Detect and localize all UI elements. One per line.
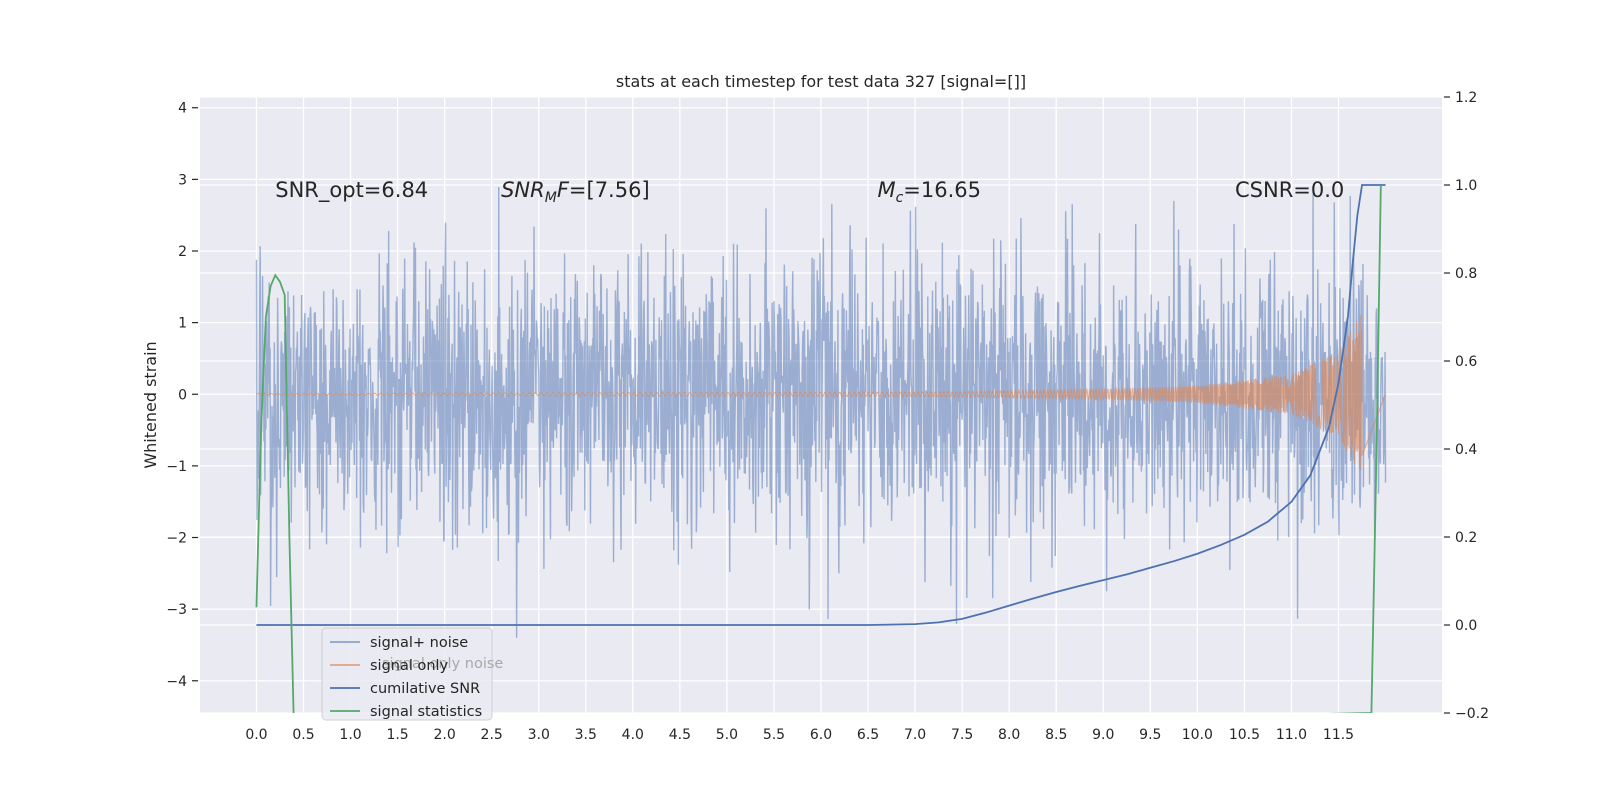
x-axis-ticks: 0.0 0.5 1.0 1.5 2.0 2.5 3.0 3.5 4.0 4.5 5.0 5.5 6.0 6…: [245, 727, 1354, 743]
y2-axis-ticks: 1.2 1.0 0.8 0.6 0.4 0.2 0.0 −0.2: [1444, 90, 1489, 722]
annotation-text: Mc=16.65: [877, 178, 981, 206]
legend-box: [321, 627, 493, 721]
signal-noise-line: [255, 187, 1387, 638]
x-tick-label: 8.5: [1045, 727, 1067, 743]
x-tick-label: 5.0: [716, 727, 738, 743]
signal-statistics-line: [255, 184, 1382, 713]
x-tick-label: 10.0: [1182, 727, 1213, 743]
series-signal-only: [256, 314, 1387, 470]
x-tick-label: 9.5: [1139, 727, 1161, 743]
y-tick-label: −2: [166, 531, 187, 547]
x-tick-label: 3.0: [528, 727, 550, 743]
series-signal-noise: [255, 187, 1387, 638]
annotation-subscript: M: [545, 190, 557, 206]
annotation-text: SNR_opt=6.84: [275, 178, 428, 203]
signal-only-line: [256, 314, 1387, 470]
x-tick-label: 6.0: [810, 727, 832, 743]
series-signal-statistics: [255, 184, 1382, 713]
chart-title: stats at each timestep for test data 327…: [616, 72, 1026, 91]
y-tick-label: 4: [178, 101, 187, 117]
x-tick-label: 9.0: [1092, 727, 1114, 743]
y-tick-label: −3: [166, 602, 187, 618]
y2-tick-label: 0.2: [1455, 530, 1477, 546]
y-axis-ticks: 4 3 2 1 0 −1 −2 −3 −4: [166, 101, 198, 690]
y-tick-label: 3: [178, 172, 187, 188]
x-tick-label: 2.0: [434, 727, 456, 743]
legend-label: signal statistics: [370, 704, 482, 720]
annotation-italic-f: F: [557, 178, 570, 202]
x-tick-label: 7.5: [951, 727, 973, 743]
y-tick-label: −4: [166, 674, 187, 690]
legend-label: signal+ noise: [370, 635, 468, 651]
annotations: SNR_opt=6.84 SNRMF=[7.56] Mc=16.65 CSNR=0.0: [275, 178, 1344, 206]
annotation-value: =[7.56]: [569, 178, 650, 202]
x-tick-label: 4.0: [622, 727, 644, 743]
y2-tick-label: 1.0: [1455, 178, 1477, 194]
annotation-text: SNRMF=[7.56]: [501, 178, 650, 206]
legend-ghost-text: signal only noise: [382, 656, 503, 672]
annotation-subscript: c: [896, 190, 904, 206]
x-tick-label: 1.0: [339, 727, 361, 743]
x-tick-label: 3.5: [575, 727, 597, 743]
annotation-base: M: [877, 178, 895, 202]
cumulative-snr-line: [256, 184, 1386, 626]
x-tick-label: 11.5: [1323, 727, 1354, 743]
x-tick-label: 4.5: [669, 727, 691, 743]
x-tick-label: 10.5: [1229, 727, 1260, 743]
y2-tick-label: 0.4: [1455, 442, 1477, 458]
x-tick-label: 7.0: [904, 727, 926, 743]
y2-tick-label: 0.8: [1455, 266, 1477, 282]
x-tick-label: 0.0: [245, 727, 267, 743]
y2-tick-label: 0.6: [1455, 354, 1477, 370]
y2-tick-label: 1.2: [1455, 90, 1477, 106]
annotation-text: CSNR=0.0: [1235, 178, 1344, 202]
legend: signal only noise signal+ noise signal onl…: [321, 627, 503, 721]
y-axis-label: Whitened strain: [141, 341, 160, 468]
x-tick-label: 8.0: [998, 727, 1020, 743]
y-tick-label: 0: [178, 387, 187, 403]
annotation-tail: F=[7.56]: [557, 178, 650, 202]
legend-label: signal only: [370, 658, 449, 674]
y-tick-label: −1: [166, 459, 187, 475]
y-tick-label: 2: [178, 244, 187, 260]
x-tick-label: 5.5: [763, 727, 785, 743]
series-cumulative-snr: [256, 184, 1386, 626]
x-tick-label: 6.5: [857, 727, 879, 743]
y-tick-label: 1: [178, 316, 187, 332]
x-tick-label: 1.5: [386, 727, 408, 743]
y2-tick-label: 0.0: [1455, 618, 1477, 634]
x-tick-label: 2.5: [481, 727, 503, 743]
annotation-tail: =16.65: [903, 178, 981, 202]
annotation-base: SNR: [501, 178, 545, 202]
x-tick-label: 11.0: [1276, 727, 1307, 743]
y2-tick-label: −0.2: [1455, 706, 1489, 722]
legend-label: cumilative SNR: [370, 681, 480, 697]
x-tick-label: 0.5: [292, 727, 314, 743]
